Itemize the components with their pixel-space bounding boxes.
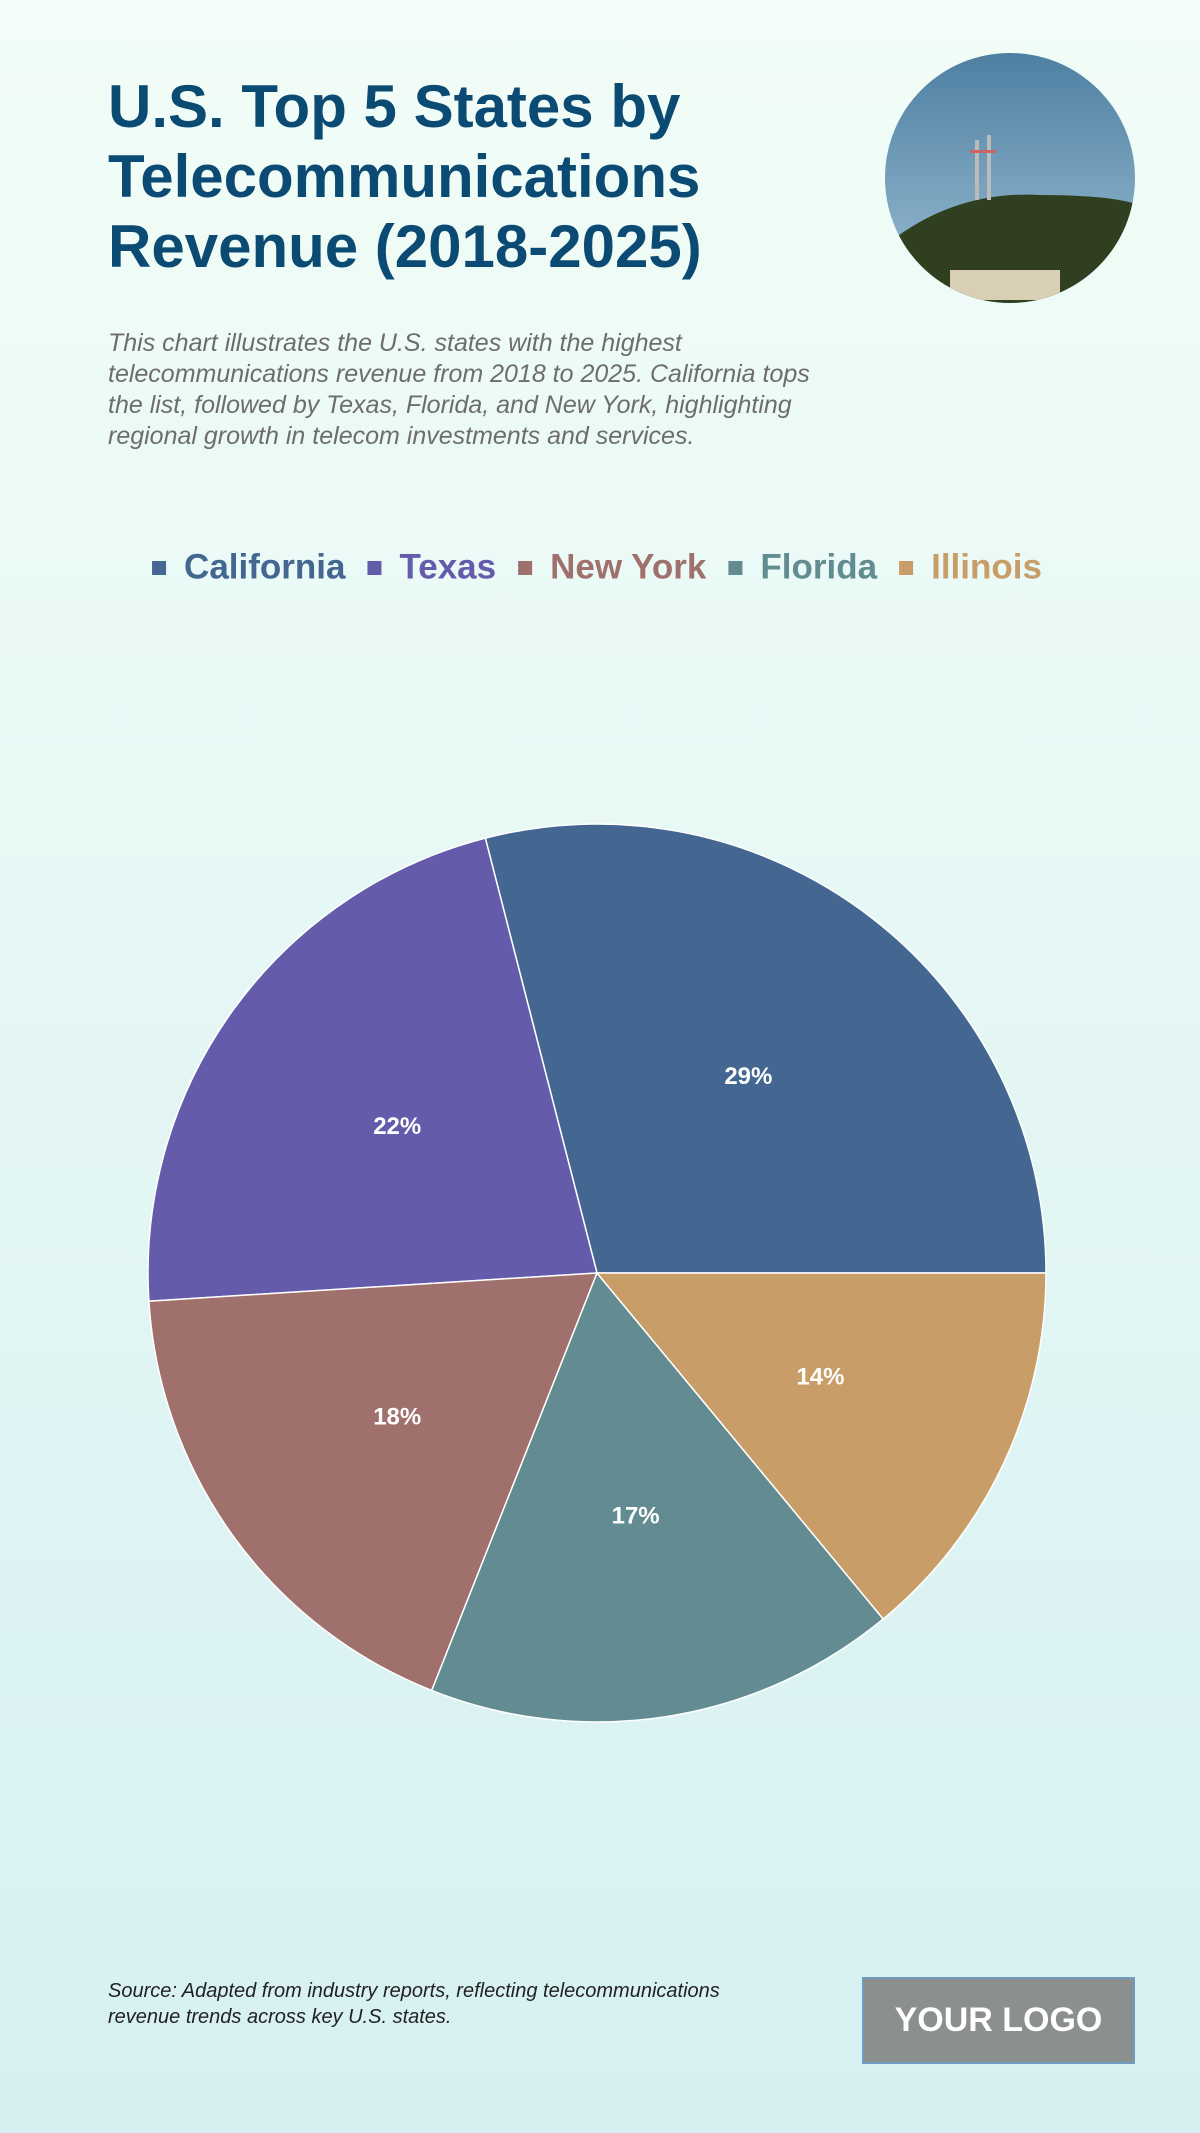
data-label: 22% xyxy=(373,1113,421,1140)
pie-slice xyxy=(484,823,1047,1274)
legend-label: Texas xyxy=(399,547,496,586)
legend-marker xyxy=(728,561,743,575)
chart-title: U.S. Top 5 States by Telecommunications … xyxy=(108,73,702,280)
data-label: 14% xyxy=(796,1363,844,1390)
legend-marker xyxy=(518,561,533,575)
logo: YOUR LOGO xyxy=(862,1977,1135,2064)
legend-label: California xyxy=(184,547,346,586)
data-label: 29% xyxy=(724,1063,772,1090)
data-label: 17% xyxy=(612,1502,660,1529)
header-photo xyxy=(885,53,1135,303)
legend-label: Illinois xyxy=(931,547,1042,586)
pie-slice xyxy=(147,837,598,1302)
legend-label: New York xyxy=(550,547,707,586)
legend-label: Florida xyxy=(760,547,877,586)
data-label: 18% xyxy=(373,1403,421,1430)
pie-slice xyxy=(148,1272,599,1692)
chart-subtitle: This chart illustrates the U.S. states w… xyxy=(108,329,810,450)
source-note: Source: Adapted from industry reports, r… xyxy=(108,1980,720,2028)
pie-slice xyxy=(595,1272,1047,1621)
legend-marker xyxy=(367,561,382,575)
legend-marker xyxy=(899,561,914,575)
pie-slice xyxy=(430,1271,885,1723)
legend-marker xyxy=(152,561,167,575)
